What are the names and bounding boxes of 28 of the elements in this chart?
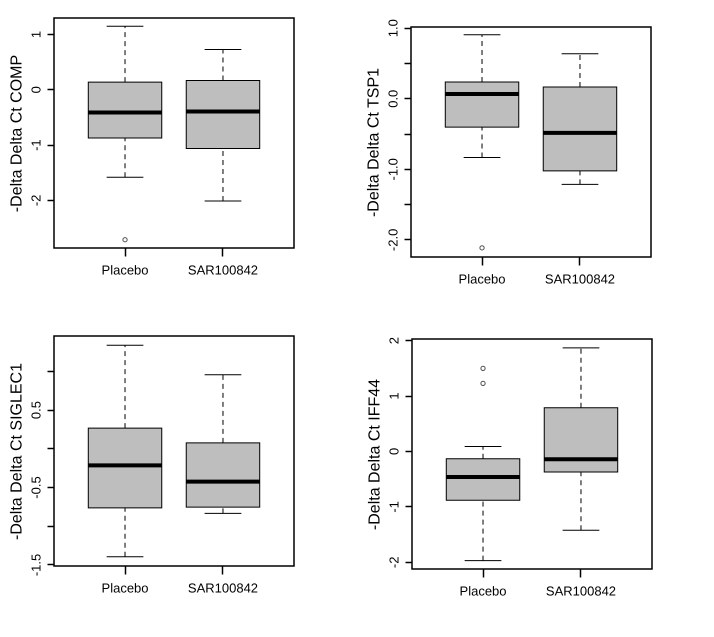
y-tick-label: 1.0 [386,19,400,38]
x-tick-label: SAR100842 [188,580,258,596]
y-tick-label: 1 [386,392,402,400]
x-tick-label: SAR100842 [544,272,616,286]
y-tick-label: 0.0 [386,90,400,108]
y-axis-title: -Delta Delta Ct TSP1 [366,68,382,218]
x-tick-label: SAR100842 [188,262,258,278]
y-tick-label: 0.5 [28,401,44,420]
y-tick-label: -0.5 [28,476,44,499]
x-tick-label: Placebo [102,262,149,278]
y-tick-label: -1 [28,139,44,151]
y-tick-label: -1.5 [28,554,44,576]
y-tick-label: 0 [28,86,44,94]
x-tick-label: SAR100842 [546,584,616,598]
y-axis-title: -Delta Delta Ct COMP [8,54,26,212]
y-tick-label: -2 [28,194,44,206]
y-tick-label: 0 [386,448,402,456]
y-tick-label: -1.0 [386,158,400,181]
y-axis-title: -Delta Delta Ct IFF44 [366,378,384,530]
x-tick-label: Placebo [460,584,507,598]
x-tick-label: Placebo [102,580,149,596]
y-tick-label: -1 [386,501,402,513]
y-axis-title: -Delta Delta Ct SIGLEC1 [8,362,26,540]
x-tick-label: Placebo [458,272,506,286]
y-tick-label: -2 [386,556,402,568]
y-tick-label: -2.0 [386,228,400,252]
y-tick-label: 2 [386,336,402,344]
y-tick-label: 1 [28,30,44,38]
